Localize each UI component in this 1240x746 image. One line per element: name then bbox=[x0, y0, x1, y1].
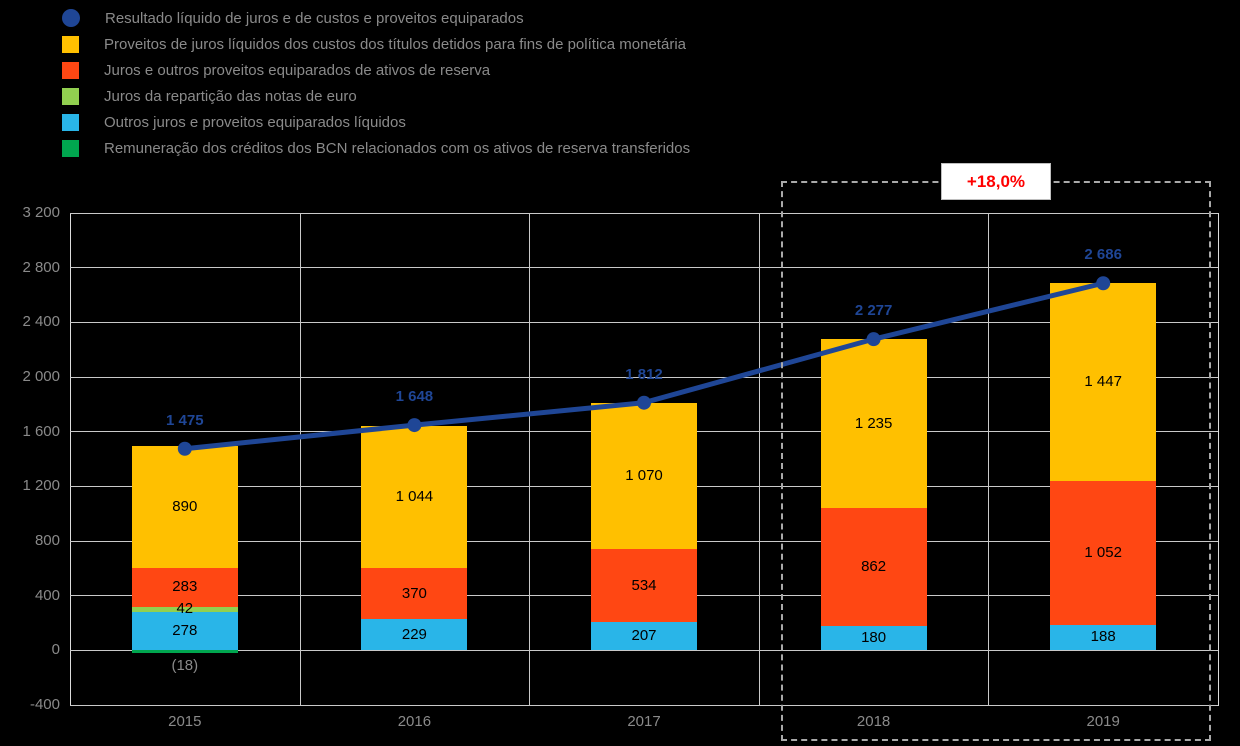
bar-segment-value: 207 bbox=[631, 627, 657, 645]
gridline bbox=[70, 649, 1218, 651]
growth-annotation: +18,0% bbox=[941, 163, 1051, 200]
legend-square-marker bbox=[62, 87, 79, 105]
bar-segment bbox=[591, 622, 697, 651]
legend-square-marker bbox=[62, 139, 79, 157]
x-axis-label: 2019 bbox=[1086, 713, 1120, 730]
bar-segment bbox=[591, 549, 697, 623]
bar-segment bbox=[131, 446, 238, 568]
bar-segment bbox=[131, 612, 238, 651]
legend-item: Outros juros e proveitos equiparados líq… bbox=[62, 109, 690, 135]
legend-item-label: Proveitos de juros líquidos dos custos d… bbox=[104, 35, 686, 53]
bar-segment bbox=[361, 568, 468, 620]
gridline bbox=[70, 704, 1218, 706]
legend-square-marker bbox=[62, 61, 79, 79]
bar-segment bbox=[1050, 624, 1157, 651]
bar-segment-value: 188 bbox=[1090, 628, 1116, 646]
line-total-label: 1 648 bbox=[395, 388, 434, 406]
bar-segment bbox=[131, 606, 238, 613]
legend: Resultado líquido de juros e de custos e… bbox=[62, 5, 690, 161]
legend-circle-marker bbox=[62, 9, 80, 27]
legend-item: Remuneração dos créditos dos BCN relacio… bbox=[62, 135, 690, 161]
plot-border bbox=[70, 213, 1219, 706]
category-separator bbox=[758, 213, 760, 705]
legend-item: Juros da repartição das notas de euro bbox=[62, 83, 690, 109]
legend-item-label: Remuneração dos créditos dos BCN relacio… bbox=[104, 139, 691, 157]
legend-square-marker bbox=[62, 113, 79, 131]
bar-segment-value: 229 bbox=[401, 625, 427, 643]
x-axis-label: 2016 bbox=[397, 713, 432, 730]
bar-segment-value: 1 052 bbox=[1084, 543, 1122, 561]
legend-square-marker bbox=[62, 35, 79, 53]
y-axis-tick-label: 1 600 bbox=[22, 422, 60, 440]
bar-segment-value: 534 bbox=[631, 576, 657, 594]
y-axis-tick-label: 0 bbox=[51, 641, 60, 659]
bar-segment-value: 862 bbox=[861, 557, 887, 575]
category-separator bbox=[529, 213, 531, 705]
bar-segment bbox=[1050, 480, 1157, 625]
y-axis-tick-label: 3 200 bbox=[22, 204, 60, 221]
legend-item-label: Juros e outros proveitos equiparados de … bbox=[104, 61, 491, 79]
y-axis-tick-label: 2 400 bbox=[22, 313, 60, 331]
legend-item-label: Outros juros e proveitos equiparados líq… bbox=[104, 113, 406, 131]
y-axis-tick-label: 800 bbox=[34, 532, 60, 549]
y-axis-tick-label: 2 000 bbox=[22, 368, 60, 385]
x-axis-label: 2018 bbox=[856, 713, 891, 730]
y-axis-tick-label: 1 200 bbox=[22, 477, 60, 495]
bar-segment-value: 42 bbox=[176, 600, 194, 618]
bar-segment-value: 1 070 bbox=[625, 466, 663, 484]
bar-segment-value: 180 bbox=[861, 629, 887, 647]
gridline bbox=[70, 212, 1218, 214]
legend-item-label: Juros da repartição das notas de euro bbox=[104, 87, 357, 105]
y-axis-tick-label: -400 bbox=[29, 696, 60, 713]
x-axis-label: 2015 bbox=[168, 713, 202, 730]
y-axis-tick-label: 2 800 bbox=[22, 258, 60, 276]
bar-segment-value: 283 bbox=[172, 578, 198, 596]
line-total-label: 1 812 bbox=[625, 365, 663, 383]
bar-segment bbox=[131, 650, 238, 653]
bar-segment-value: 370 bbox=[401, 584, 427, 602]
legend-item: Juros e outros proveitos equiparados de … bbox=[62, 57, 690, 83]
category-separator bbox=[299, 213, 301, 705]
bar-segment bbox=[820, 625, 927, 651]
legend-item-label: Resultado líquido de juros e de custos e… bbox=[105, 9, 524, 27]
bar-segment-value: 1 044 bbox=[395, 488, 434, 506]
line-total-label: 1 475 bbox=[166, 411, 204, 429]
legend-item: Resultado líquido de juros e de custos e… bbox=[62, 5, 690, 31]
bar-segment-value: 278 bbox=[172, 622, 198, 640]
y-axis-tick-label: 400 bbox=[34, 586, 60, 604]
category-separator bbox=[988, 213, 990, 705]
bar-segment bbox=[820, 507, 927, 626]
bar-segment bbox=[361, 619, 468, 651]
legend-item: Proveitos de juros líquidos dos custos d… bbox=[62, 31, 690, 57]
line-total-label: 2 686 bbox=[1084, 246, 1122, 264]
growth-annotation-label: +18,0% bbox=[966, 171, 1026, 191]
x-axis-label: 2017 bbox=[627, 713, 661, 730]
gridline bbox=[70, 267, 1218, 269]
bar-segment bbox=[131, 567, 238, 607]
bar-segment-value: 890 bbox=[172, 498, 198, 516]
bar-segment-value-negative: (18) bbox=[171, 656, 199, 674]
highlight-region-2018-2019 bbox=[781, 181, 1211, 741]
